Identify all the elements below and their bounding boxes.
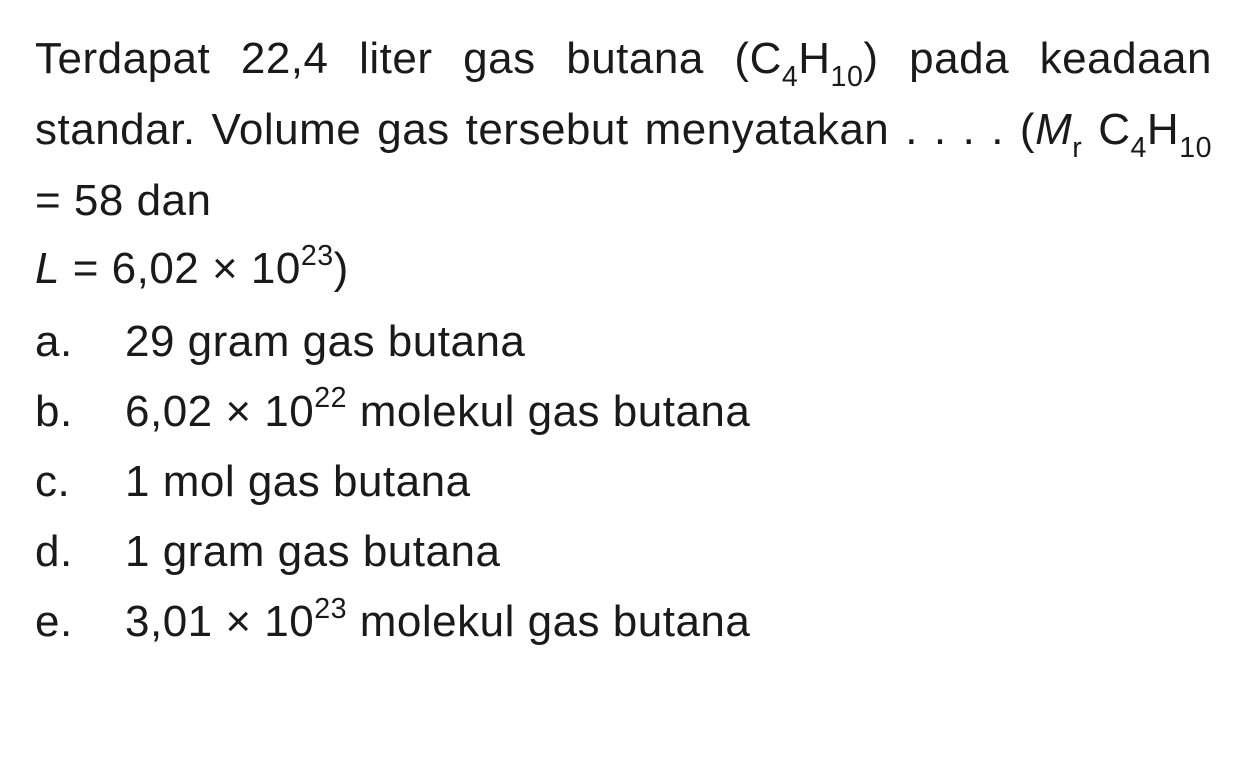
opt-pre: 3,01 × 10	[125, 597, 314, 646]
q-text: )	[863, 34, 878, 83]
q-text: C	[1082, 105, 1130, 154]
q-text: menyatakan . . . . (	[645, 105, 1036, 154]
subscript: 10	[1179, 132, 1212, 164]
superscript: 23	[301, 240, 334, 272]
opt-post: molekul gas butana	[347, 597, 750, 646]
opt-pre: 6,02 × 10	[125, 387, 314, 436]
question-stem: Terdapat 22,4 liter gas butana (C4H10) p…	[35, 25, 1212, 304]
option-letter: c.	[35, 448, 125, 516]
subscript: r	[1072, 132, 1082, 164]
option-e: e. 3,01 × 1023 molekul gas butana	[35, 588, 1212, 656]
q-text: H	[798, 34, 830, 83]
option-letter: b.	[35, 378, 125, 446]
subscript: 10	[831, 61, 864, 93]
q-text: Terdapat 22,4 liter gas butana (C	[35, 34, 782, 83]
option-c: c. 1 mol gas butana	[35, 448, 1212, 516]
superscript: 22	[314, 382, 347, 414]
option-text: 1 mol gas butana	[125, 448, 1212, 516]
option-b: b. 6,02 × 1022 molekul gas butana	[35, 378, 1212, 446]
q-text: H	[1147, 105, 1179, 154]
q-text: )	[334, 244, 349, 293]
option-text: 29 gram gas butana	[125, 308, 1212, 376]
option-letter: e.	[35, 588, 125, 656]
option-letter: d.	[35, 518, 125, 586]
opt-post: molekul gas butana	[347, 387, 750, 436]
option-text: 3,01 × 1023 molekul gas butana	[125, 588, 1212, 656]
option-d: d. 1 gram gas butana	[35, 518, 1212, 586]
superscript: 23	[314, 593, 347, 625]
l-symbol: L	[35, 244, 60, 293]
subscript: 4	[782, 61, 798, 93]
question-block: Terdapat 22,4 liter gas butana (C4H10) p…	[35, 25, 1212, 657]
option-text: 6,02 × 1022 molekul gas butana	[125, 378, 1212, 446]
options-list: a. 29 gram gas butana b. 6,02 × 1022 mol…	[35, 308, 1212, 657]
option-a: a. 29 gram gas butana	[35, 308, 1212, 376]
q-text: = 58 dan	[35, 176, 212, 225]
option-text: 1 gram gas butana	[125, 518, 1212, 586]
q-text: = 6,02 × 10	[60, 244, 301, 293]
option-letter: a.	[35, 308, 125, 376]
subscript: 4	[1131, 132, 1147, 164]
mr-symbol: M	[1035, 105, 1072, 154]
